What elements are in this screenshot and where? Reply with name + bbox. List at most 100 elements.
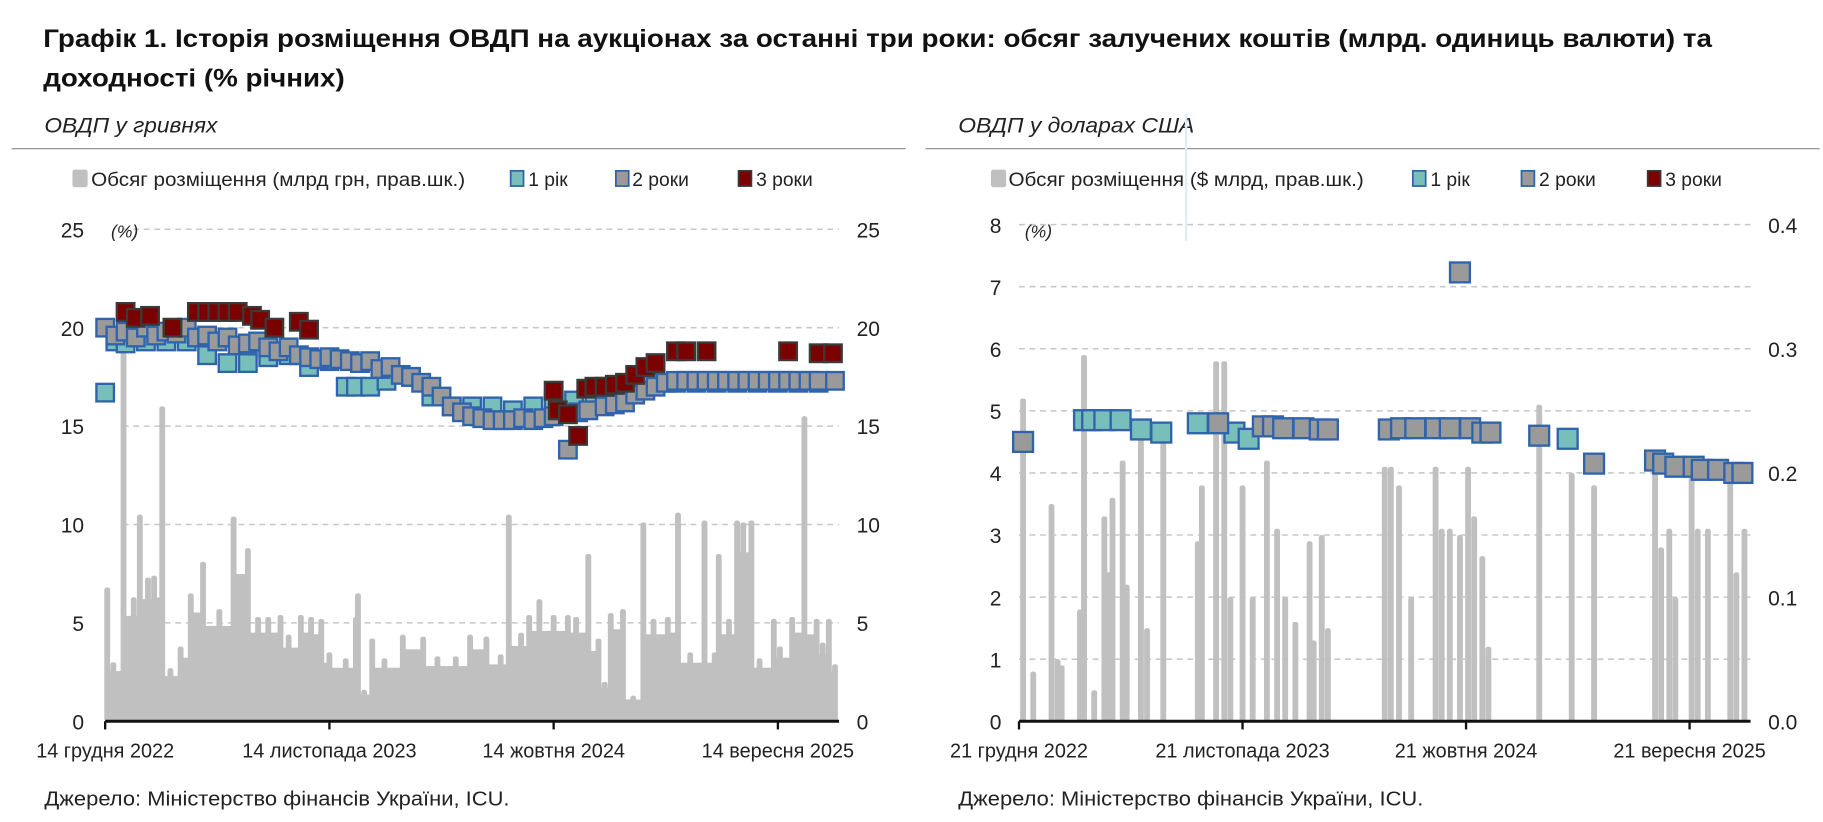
volume-bar xyxy=(832,664,838,722)
legend-swatch-3y xyxy=(737,169,753,187)
volume-bar xyxy=(1318,535,1325,722)
volume-bar xyxy=(1471,516,1478,722)
volume-bar xyxy=(216,609,223,722)
volume-bar-fill xyxy=(364,694,373,722)
volume-bar xyxy=(1227,597,1234,722)
legend-label-1y: 1 рік xyxy=(528,170,568,191)
legend-swatch-volume xyxy=(72,169,88,188)
volume-bar-fill xyxy=(633,699,644,722)
volume-bar xyxy=(1239,485,1246,722)
volume-bar xyxy=(1282,597,1289,722)
volume-bar xyxy=(110,662,117,722)
yield-marker-2y xyxy=(1731,461,1754,485)
y-tick-label: 5 xyxy=(990,401,1002,424)
yield-marker-2y xyxy=(1272,417,1295,440)
volume-bar-fill xyxy=(384,667,404,722)
volume-bar xyxy=(326,652,333,722)
volume-bar xyxy=(777,646,783,722)
yield-marker-1y xyxy=(1186,412,1209,435)
figure-title-line1: Графік 1. Історія розміщення ОВДП на аук… xyxy=(43,26,1712,53)
volume-bar xyxy=(1479,556,1486,722)
yield-marker-2y xyxy=(1438,417,1461,440)
y2-tick-label: 0.0 xyxy=(1768,711,1797,734)
volume-bar xyxy=(1324,628,1331,722)
volume-bar xyxy=(620,609,626,722)
volume-bar-fill xyxy=(486,664,502,722)
y-tick-label: 2 xyxy=(990,587,1002,610)
legend-label-2y: 2 роки xyxy=(1539,170,1596,191)
volume-bar-fill xyxy=(759,667,775,722)
yield-marker-1y xyxy=(1109,409,1132,432)
legend-swatch-1y xyxy=(1411,169,1427,187)
volume-bar xyxy=(748,520,755,722)
figure-title-line2: доходності (% річних) xyxy=(43,66,344,93)
yield-marker-1y xyxy=(1150,421,1173,444)
y-tick-label: 0 xyxy=(990,711,1002,734)
x-tick-label: 14 листопада 2023 xyxy=(242,740,416,762)
volume-bar xyxy=(297,614,304,722)
yield-marker-3y xyxy=(778,341,799,362)
volume-bar xyxy=(187,593,194,722)
legend-label-2y: 2 роки xyxy=(632,170,689,191)
y2-tick-label: 20 xyxy=(857,318,880,341)
source-note: Джерело: Міністерство фінансів України, … xyxy=(958,788,1423,810)
volume-bar xyxy=(130,597,137,722)
volume-bar xyxy=(1688,460,1695,722)
volume-bar xyxy=(675,512,681,722)
volume-bar-fill xyxy=(653,634,669,722)
volume-bar xyxy=(255,616,261,722)
volume-bar xyxy=(664,616,671,722)
yield-marker-2y xyxy=(1316,418,1339,441)
yield-marker-2y xyxy=(1207,412,1230,435)
volume-bar xyxy=(104,587,111,722)
volume-bar-fill xyxy=(219,625,235,722)
yield-marker-3y xyxy=(299,319,319,340)
volume-bar-fill xyxy=(180,657,192,722)
volume-bar xyxy=(801,416,808,722)
yield-marker-3y xyxy=(568,425,589,446)
volume-bar-fill xyxy=(529,630,540,722)
volume-bar-fill xyxy=(139,599,149,722)
volume-bar xyxy=(1457,535,1463,722)
legend-label-3y: 3 роки xyxy=(756,170,813,191)
yield-marker-2y xyxy=(1011,430,1035,453)
volume-bar-fill xyxy=(170,676,182,722)
yield-marker-2y xyxy=(1479,421,1502,444)
yield-marker-2y xyxy=(1664,455,1687,478)
volume-bar xyxy=(1741,528,1748,722)
usd-chart-subtitle: ОВДП у доларах США xyxy=(958,114,1194,137)
yield-marker-2y xyxy=(1528,424,1551,447)
volume-bar xyxy=(381,658,388,722)
volume-bar xyxy=(1138,435,1144,722)
volume-bar-fill xyxy=(329,667,347,722)
volume-bar xyxy=(1666,528,1673,722)
volume-bar xyxy=(277,614,284,722)
volume-bar-fill xyxy=(667,632,679,722)
volume-bar xyxy=(1221,361,1228,722)
yield-marker-3y xyxy=(696,341,717,362)
legend-swatch-1y xyxy=(509,169,525,187)
volume-bar xyxy=(1672,597,1679,722)
volume-bar xyxy=(483,636,490,722)
volume-bar-fill xyxy=(113,671,125,722)
y-tick-label: 3 xyxy=(990,525,1002,548)
y-tick-label: 4 xyxy=(990,463,1002,486)
yield-marker-1y xyxy=(95,382,116,403)
y2-tick-label: 0.2 xyxy=(1768,463,1797,486)
volume-bar xyxy=(585,553,592,722)
volume-bar xyxy=(1408,597,1415,722)
volume-bar-fill xyxy=(553,630,569,722)
volume-bar xyxy=(650,618,657,722)
volume-bar xyxy=(536,599,543,722)
volume-bar xyxy=(1704,528,1711,722)
volume-bar xyxy=(518,632,524,722)
y-tick-label: 10 xyxy=(61,515,84,538)
volume-bar-fill xyxy=(567,632,577,722)
y-axis-unit: (%) xyxy=(1025,221,1052,241)
volume-bar xyxy=(167,668,174,722)
volume-bar xyxy=(526,614,533,722)
volume-bar xyxy=(244,548,251,722)
yield-marker-1y xyxy=(1556,427,1579,450)
volume-bar-fill xyxy=(203,625,220,722)
volume-bar xyxy=(1396,485,1402,722)
